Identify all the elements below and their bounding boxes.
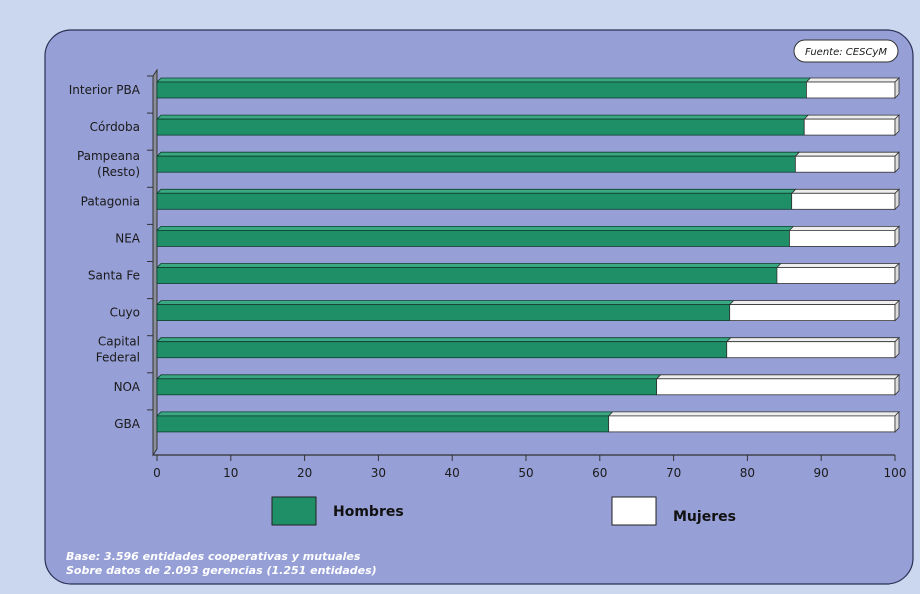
- bar-mujeres-top-noa: [655, 374, 900, 380]
- bar-hombres-top-patagonia: [156, 188, 797, 194]
- bar-mujeres-cuyo: [729, 304, 896, 322]
- x-tick-label-90: 90: [814, 466, 829, 480]
- bar-hombres-top-nea: [156, 225, 795, 231]
- bar-mujeres-top-capital-federal: [725, 337, 900, 343]
- category-label-pampeana-resto--line2: (Resto): [97, 165, 140, 179]
- category-label-noa: NOA: [114, 380, 141, 394]
- bar-hombres-top-cuyo: [156, 300, 735, 306]
- x-axis: 0 10 20 30 40 50 60 70 80 90 100: [153, 455, 906, 480]
- bar-hombres-top-santa-fe: [156, 263, 782, 268]
- bars-group: [147, 75, 900, 433]
- category-label-capital-federal: Capital: [98, 335, 140, 349]
- bar-hombres-noa: [156, 378, 658, 396]
- x-tick-label-10: 10: [223, 466, 238, 480]
- bar-mujeres-top-cuyo: [728, 300, 900, 306]
- x-tick-label-30: 30: [371, 466, 386, 480]
- bar-hombres-top-capital-federal: [156, 337, 732, 343]
- bar-mujeres-top-santa-fe: [775, 263, 900, 268]
- category-labels: Interior PBA Córdoba Pampeana (Resto) Patago…: [69, 83, 141, 431]
- bar-hombres-top-córdoba: [156, 114, 810, 120]
- x-tick-label-50: 50: [518, 466, 533, 480]
- x-tick-label-70: 70: [666, 466, 681, 480]
- bar-end-cuyo: [894, 299, 900, 322]
- bar-hombres-santa-fe: [156, 267, 778, 284]
- category-label-nea: NEA: [115, 231, 141, 245]
- bar-hombres-patagonia: [156, 192, 793, 210]
- legend: Hombres Mujeres: [271, 496, 736, 526]
- x-tick-label-40: 40: [445, 466, 460, 480]
- bar-end-capital-federal: [894, 336, 900, 359]
- bar-hombres-top-noa: [156, 374, 662, 380]
- note-line-2: Sobre datos de 2.093 gerencias (1.251 en…: [66, 564, 377, 577]
- bar-hombres-capital-federal: [156, 341, 728, 359]
- legend-swatch-mujeres: [611, 496, 657, 526]
- bar-hombres-gba: [156, 415, 610, 433]
- bar-mujeres-top-nea: [788, 225, 900, 231]
- bar-hombres-cuyo: [156, 304, 731, 322]
- bar-mujeres-nea: [789, 229, 896, 247]
- category-label-córdoba: Córdoba: [90, 120, 140, 134]
- bar-mujeres-gba: [608, 415, 896, 433]
- legend-swatch-hombres: [271, 496, 317, 526]
- bar-hombres-córdoba: [156, 118, 805, 136]
- bar-hombres-nea: [156, 229, 790, 247]
- bar-mujeres-top-pampeana-resto-: [794, 151, 900, 157]
- category-label-cuyo: Cuyo: [110, 306, 140, 320]
- bar-end-gba: [894, 410, 900, 433]
- category-label-patagonia: Patagonia: [81, 194, 140, 208]
- bar-end-nea: [894, 225, 900, 248]
- bar-mujeres-top-interior-pba: [805, 77, 900, 83]
- axis-wall-face: [152, 68, 158, 457]
- x-tick-label-20: 20: [297, 466, 312, 480]
- bar-mujeres-pampeana-resto-: [794, 155, 896, 173]
- x-tick-label-0: 0: [153, 466, 161, 480]
- source-box-frame: [793, 39, 899, 63]
- legend-label-hombres: Hombres: [333, 504, 404, 520]
- category-label-santa-fe: Santa Fe: [88, 269, 140, 283]
- bar-mujeres-top-córdoba: [803, 114, 900, 120]
- bar-mujeres-interior-pba: [806, 81, 896, 99]
- bar-mujeres-córdoba: [803, 118, 896, 136]
- x-tick-label-80: 80: [740, 466, 755, 480]
- axis-wall: [152, 68, 895, 457]
- bar-end-córdoba: [894, 114, 900, 137]
- bar-end-noa: [894, 373, 900, 396]
- bar-mujeres-top-patagonia: [790, 188, 900, 194]
- bar-end-patagonia: [894, 188, 900, 211]
- category-label-interior-pba: Interior PBA: [69, 83, 141, 97]
- bar-mujeres-top-gba: [607, 411, 900, 417]
- bar-hombres-top-pampeana-resto-: [156, 151, 801, 157]
- bar-hombres-pampeana-resto-: [156, 155, 796, 173]
- bar-end-santa-fe: [894, 262, 900, 285]
- note-line-1: Base: 3.596 entidades cooperativas y mut…: [66, 550, 361, 563]
- bar-mujeres-capital-federal: [726, 341, 896, 359]
- legend-label-mujeres: Mujeres: [673, 509, 736, 525]
- source-text: Fuente: CESCyM: [805, 47, 887, 58]
- bar-end-interior-pba: [894, 77, 900, 99]
- x-tick-label-100: 100: [884, 466, 907, 480]
- x-tick-label-60: 60: [592, 466, 607, 480]
- bar-end-pampeana-resto-: [894, 151, 900, 174]
- category-label-capital-federal-line2: Federal: [96, 351, 140, 365]
- bar-mujeres-patagonia: [791, 192, 896, 210]
- source-box: Fuente: CESCyM: [793, 39, 899, 63]
- category-label-pampeana-resto-: Pampeana: [77, 149, 140, 163]
- bar-mujeres-noa: [656, 378, 896, 396]
- bar-hombres-top-gba: [156, 411, 614, 417]
- bar-mujeres-santa-fe: [776, 267, 896, 284]
- bar-hombres-top-interior-pba: [156, 77, 812, 83]
- bar-hombres-interior-pba: [156, 81, 807, 99]
- category-label-gba: GBA: [114, 417, 141, 431]
